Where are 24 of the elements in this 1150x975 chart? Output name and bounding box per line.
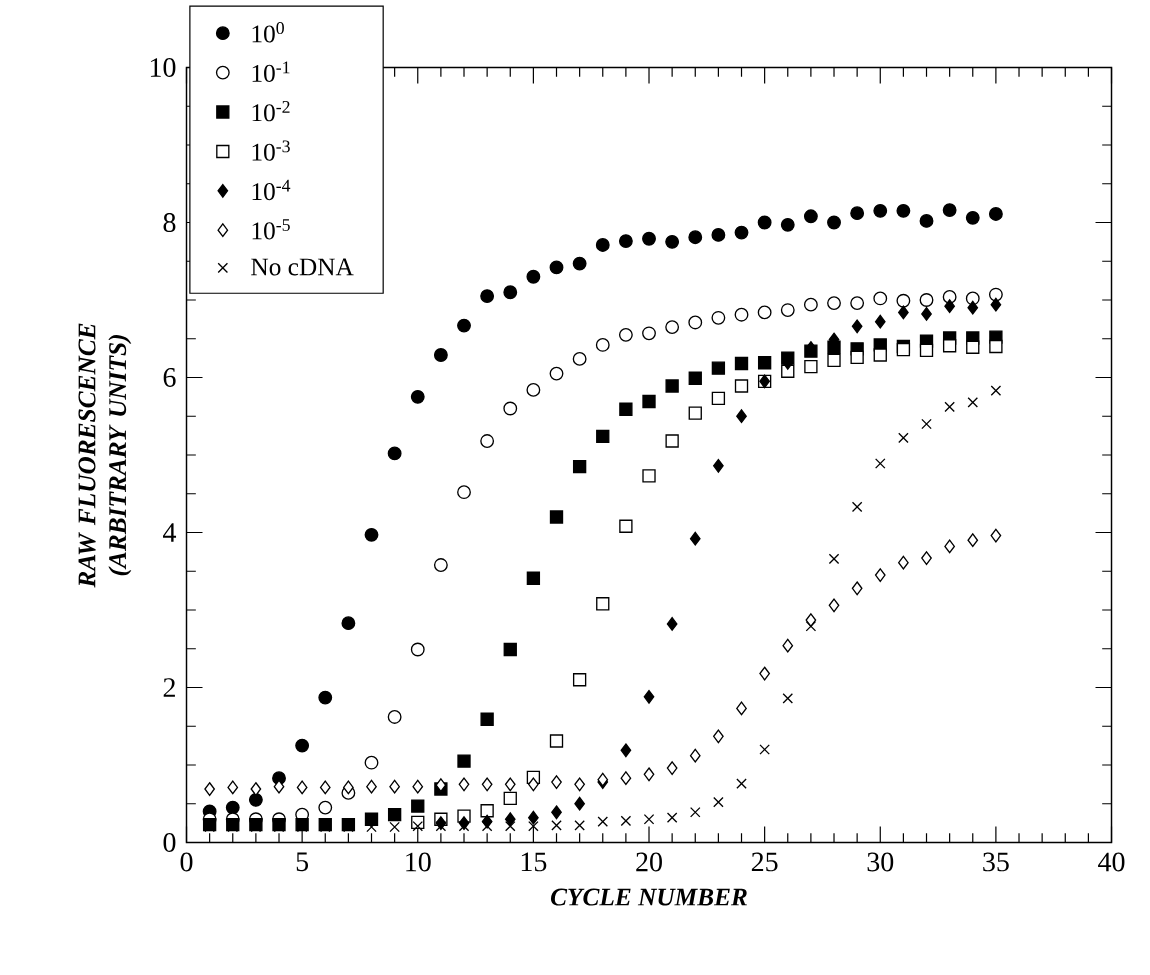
x-axis-title: CYCLE NUMBER [550,888,747,906]
legend-label: No cDNA [251,258,354,276]
x-tick-label: 10 [406,852,431,872]
x-tick-label: 40 [1098,852,1125,872]
y-tick-label: 10 [150,58,176,77]
legend-label: 10$^{-3}$ [252,140,290,161]
legend-label: 10$^{-5}$ [252,219,290,240]
legend-label: 10$^{-4}$ [252,179,291,201]
x-tick-label: 30 [867,852,894,872]
x-tick-label: 20 [636,852,662,872]
y-tick-label: 0 [163,833,176,852]
x-tick-label: 5 [296,852,309,872]
y-tick-label: 4 [163,523,177,542]
x-tick-label: 35 [983,852,1009,872]
x-tick-label: 25 [751,852,778,872]
y-tick-label: 6 [163,368,176,387]
y-tick-label: 2 [163,678,175,697]
y-axis-title: RAW FLUORESCENCE (ARBITRARY UNITS) [78,323,132,588]
legend-label: 10$^{-2}$ [252,100,290,122]
y-tick-label: 8 [163,213,176,232]
x-tick-label: 0 [180,852,193,872]
legend-label: 10$^{-1}$ [252,61,290,82]
x-tick-label: 15 [521,852,547,872]
legend-label: 10$^{0}$ [252,22,284,43]
